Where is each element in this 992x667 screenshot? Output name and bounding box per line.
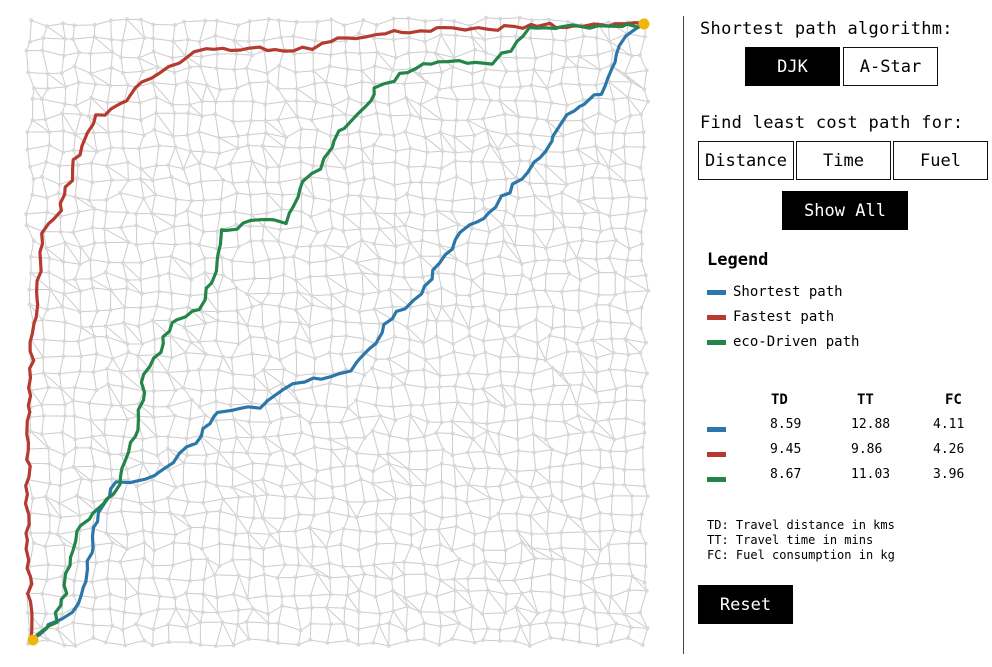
legend-label-shortest: Shortest path xyxy=(733,284,843,300)
legend-swatch-fastest xyxy=(707,314,726,320)
row-swatch-shortest xyxy=(707,427,726,432)
row-swatch-eco xyxy=(707,477,726,482)
eco-path-line xyxy=(30,22,645,643)
legend-swatch-eco xyxy=(707,339,726,345)
shortest-path-line xyxy=(33,22,645,640)
row-swatch-fastest xyxy=(707,452,726,457)
legend-item-eco: eco-Driven path xyxy=(707,334,859,350)
astar-button[interactable]: A-Star xyxy=(843,47,938,86)
road-edges xyxy=(25,17,649,647)
note-td: TD: Travel distance in kms xyxy=(707,518,895,532)
show-all-button[interactable]: Show All xyxy=(782,191,908,230)
shortest-fc: 4.11 xyxy=(933,417,965,432)
fastest-fc: 4.26 xyxy=(933,442,965,457)
legend-swatch-shortest xyxy=(707,289,726,295)
control-panel: Shortest path algorithm: DJK A-Star Find… xyxy=(684,0,992,667)
distance-button[interactable]: Distance xyxy=(698,141,794,180)
time-button[interactable]: Time xyxy=(796,141,891,180)
end-node[interactable] xyxy=(638,18,650,30)
eco-td: 8.67 xyxy=(770,467,802,482)
eco-tt: 11.03 xyxy=(851,467,891,482)
shortest-tt: 12.88 xyxy=(851,417,891,432)
road-edge-lines xyxy=(25,17,649,647)
note-tt: TT: Travel time in mins xyxy=(707,533,874,547)
header-tt: TT xyxy=(857,392,874,408)
header-td: TD xyxy=(771,392,788,408)
eco-fc: 3.96 xyxy=(933,467,965,482)
header-fc: FC xyxy=(945,392,962,408)
cost-title: Find least cost path for: xyxy=(700,113,964,133)
legend-label-eco: eco-Driven path xyxy=(733,334,860,350)
road-network-map[interactable] xyxy=(20,12,656,654)
fuel-button[interactable]: Fuel xyxy=(893,141,988,180)
fastest-tt: 9.86 xyxy=(851,442,883,457)
djk-button[interactable]: DJK xyxy=(745,47,840,86)
start-node[interactable] xyxy=(27,634,39,646)
panel-divider xyxy=(683,16,684,654)
legend-item-fastest: Fastest path xyxy=(707,309,834,325)
fastest-td: 9.45 xyxy=(770,442,802,457)
legend-title: Legend xyxy=(707,250,769,270)
fastest-path-line xyxy=(23,21,645,640)
road-network-svg xyxy=(23,15,651,648)
reset-button[interactable]: Reset xyxy=(698,585,793,624)
route-endpoints xyxy=(27,18,650,646)
legend-label-fastest: Fastest path xyxy=(733,309,835,325)
route-paths xyxy=(23,21,645,643)
note-fc: FC: Fuel consumption in kg xyxy=(707,548,895,562)
algorithm-title: Shortest path algorithm: xyxy=(700,19,953,39)
legend-item-shortest: Shortest path xyxy=(707,284,843,300)
shortest-td: 8.59 xyxy=(770,417,802,432)
